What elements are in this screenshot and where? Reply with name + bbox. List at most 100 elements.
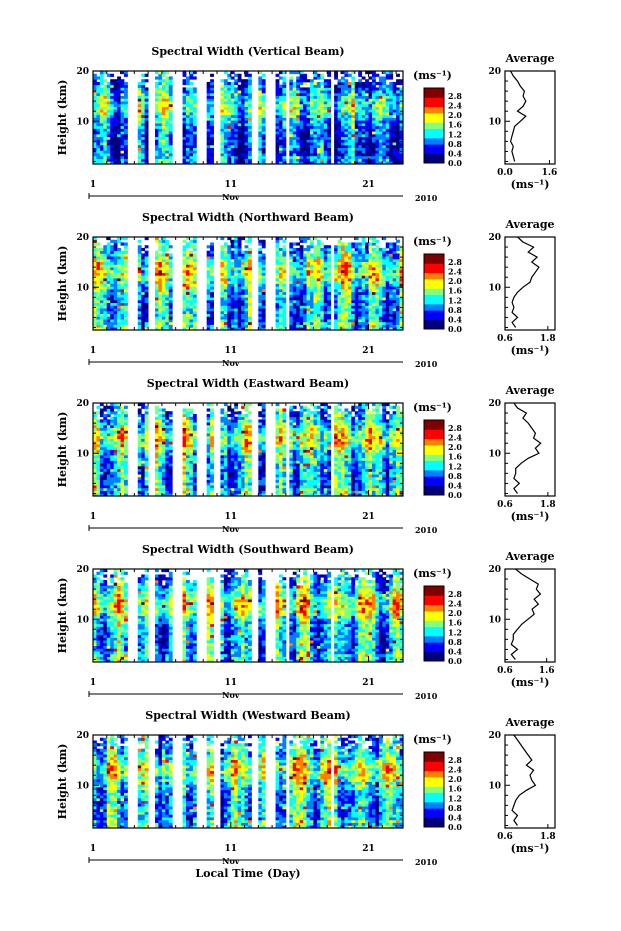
heatmap-cell <box>189 150 194 154</box>
heatmap-cell <box>361 321 366 325</box>
heatmap-cell <box>275 153 280 157</box>
heatmap-cell <box>341 95 345 99</box>
heatmap-cell <box>248 305 252 309</box>
heatmap-cell <box>234 150 239 154</box>
heatmap-cell <box>358 324 363 328</box>
heatmap-cell <box>137 245 142 249</box>
heatmap-cell <box>144 237 149 241</box>
heatmap-cell <box>93 433 97 437</box>
heatmap-cell <box>155 114 159 118</box>
heatmap-cell <box>230 84 235 88</box>
heatmap-cell <box>299 122 304 127</box>
heatmap-cell <box>120 308 125 312</box>
heatmap-cell <box>275 133 280 138</box>
heatmap-cell <box>155 280 159 284</box>
heatmap-cell <box>227 142 232 146</box>
heatmap-cell <box>103 98 108 102</box>
heatmap-cell <box>165 139 170 143</box>
heatmap-cell <box>124 272 128 276</box>
heatmap-cell <box>296 288 301 293</box>
heatmap-cell <box>210 128 214 132</box>
heatmap-cell <box>323 278 328 282</box>
heatmap-cell <box>137 125 142 129</box>
heatmap-cell <box>344 73 349 77</box>
heatmap-cell <box>161 114 166 118</box>
heatmap-cell <box>117 413 121 418</box>
heatmap-cell <box>158 90 163 94</box>
heatmap-cell <box>354 153 359 157</box>
heatmap-cell <box>261 84 266 88</box>
heatmap-cell <box>351 139 356 143</box>
heatmap-cell <box>234 291 239 295</box>
heatmap-cell <box>316 291 321 295</box>
heatmap-cell <box>206 103 211 107</box>
heatmap-cell <box>113 250 118 254</box>
heatmap-cell <box>96 471 101 475</box>
heatmap-cell <box>110 313 115 317</box>
heatmap-cell <box>341 308 345 312</box>
heatmap-cell <box>106 471 111 475</box>
heatmap-cell <box>158 286 163 290</box>
heatmap-cell <box>248 275 252 279</box>
heatmap-cell <box>303 109 307 113</box>
heatmap-cell <box>237 120 242 124</box>
heatmap-cell <box>103 253 108 257</box>
heatmap-cell <box>372 71 376 75</box>
heatmap-cell <box>354 302 359 306</box>
heatmap-cell <box>289 264 294 268</box>
heatmap-cell <box>279 125 283 129</box>
heatmap-cell <box>375 313 380 317</box>
heatmap-cell <box>227 95 232 99</box>
heatmap-cell <box>306 133 311 138</box>
heatmap-cell <box>392 250 397 254</box>
heatmap-cell <box>378 316 383 320</box>
heatmap-cell <box>292 302 297 306</box>
heatmap-cell <box>358 242 363 246</box>
heatmap-cell <box>220 310 225 314</box>
heatmap-cell <box>165 327 170 331</box>
heatmap-cell <box>93 122 97 127</box>
heatmap-cell <box>341 117 345 121</box>
heatmap-cell <box>361 84 366 88</box>
heatmap-cell <box>306 324 311 328</box>
heatmap-cell <box>117 324 121 328</box>
heatmap-cell <box>113 139 118 143</box>
heatmap-cell <box>234 92 239 97</box>
heatmap-cell <box>161 280 166 284</box>
heatmap-cell <box>299 297 304 301</box>
heatmap-cell <box>323 136 328 140</box>
heatmap-cell <box>378 299 383 304</box>
heatmap-cell <box>220 294 225 298</box>
heatmap-cell <box>375 158 380 162</box>
heatmap-cell <box>141 139 146 143</box>
heatmap-cell <box>378 81 383 86</box>
heatmap-cell <box>117 95 121 99</box>
heatmap-cell <box>354 101 359 105</box>
heatmap-cell <box>365 133 369 138</box>
heatmap-cell <box>327 109 332 113</box>
heatmap-cell <box>161 316 166 320</box>
heatmap-cell <box>385 92 390 97</box>
heatmap-cell <box>141 327 146 331</box>
heatmap-cell <box>375 106 380 110</box>
heatmap-cell <box>96 117 101 121</box>
heatmap-cell <box>230 239 235 243</box>
heatmap-cell <box>244 73 249 77</box>
heatmap-cell <box>375 98 380 102</box>
heatmap-cell <box>244 81 249 86</box>
heatmap-cell <box>120 237 125 241</box>
heatmap-cell <box>168 286 173 290</box>
heatmap-cell <box>120 454 125 459</box>
panel-title: Spectral Width (Northward Beam) <box>142 211 354 224</box>
heatmap-cell <box>361 319 366 323</box>
heatmap-cell <box>372 264 376 268</box>
heatmap-cell <box>351 120 356 124</box>
heatmap-cell <box>99 441 104 445</box>
heatmap-cell <box>289 272 294 276</box>
heatmap-cell <box>351 76 356 80</box>
heatmap-cell <box>106 109 111 113</box>
heatmap-cell <box>310 158 314 162</box>
heatmap-cell <box>334 76 338 80</box>
heatmap-cell <box>313 84 318 88</box>
heatmap-cell <box>158 280 163 284</box>
